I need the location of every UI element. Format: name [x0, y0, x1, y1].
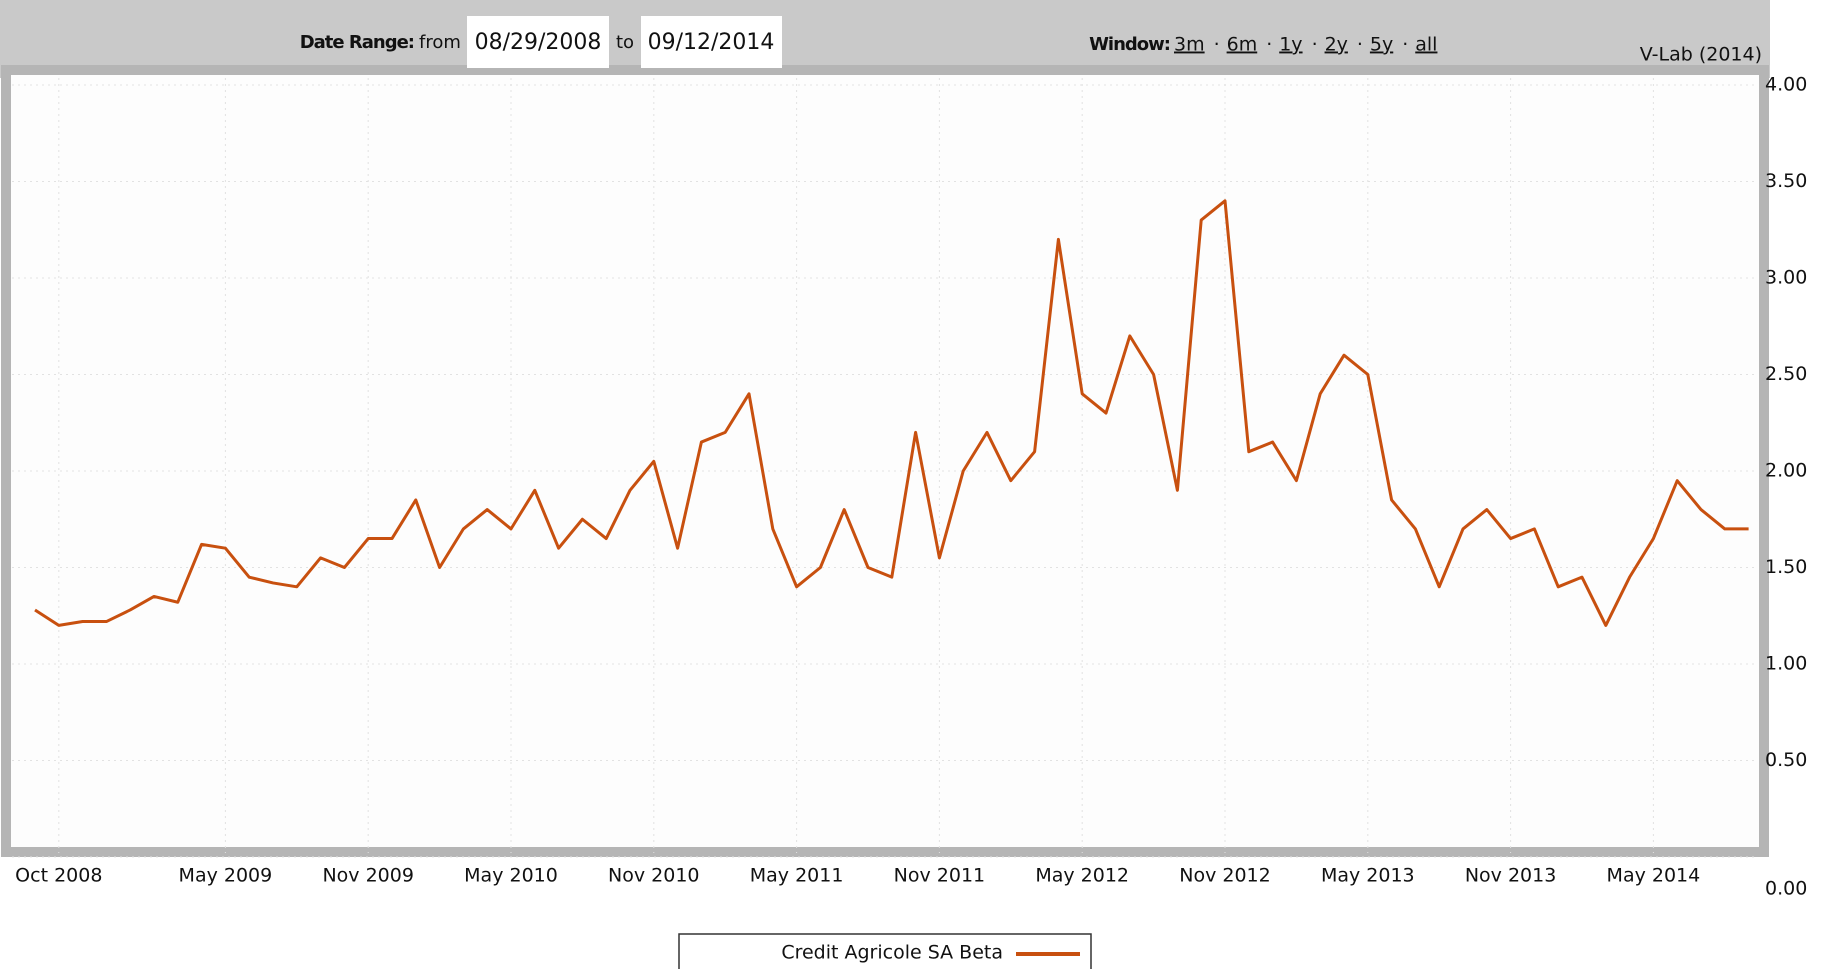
x-tick-label: Nov 2011: [894, 865, 985, 887]
line-series: [34, 199, 1749, 627]
separator: ·: [1357, 34, 1363, 56]
to-input[interactable]: [641, 16, 782, 68]
y-tick-label: 2.00: [1765, 460, 1807, 482]
y-tick-label: 1.00: [1765, 653, 1807, 675]
x-tick-label: May 2009: [179, 865, 273, 887]
x-tick-label: Oct 2008: [15, 865, 102, 887]
to-date[interactable]: 09/12/2014: [648, 30, 775, 55]
x-tick-label: Nov 2009: [322, 865, 413, 887]
legend-box: [678, 933, 1092, 969]
from-input[interactable]: [467, 16, 609, 68]
window-link[interactable]: 6m: [1227, 34, 1258, 56]
window-link[interactable]: 1y: [1279, 34, 1302, 56]
legend-label: Credit Agricole SA Beta: [781, 942, 1003, 964]
to-label: to: [616, 32, 634, 53]
y-tick-label: 4.00: [1765, 74, 1807, 96]
y-tick-label: 1.50: [1765, 556, 1807, 578]
window-link[interactable]: all: [1415, 34, 1437, 56]
x-tick-label: Nov 2013: [1465, 865, 1556, 887]
x-tick-label: May 2011: [750, 865, 844, 887]
y-tick-label: 0.50: [1765, 749, 1807, 771]
x-tick-label: Nov 2010: [608, 865, 699, 887]
separator: ·: [1402, 34, 1408, 56]
credit: V-Lab (2014): [1640, 44, 1762, 66]
plot-frame: [1, 65, 1769, 857]
separator: ·: [1266, 34, 1272, 56]
x-tick-label: Nov 2012: [1179, 865, 1270, 887]
from-label: from: [419, 32, 461, 53]
window-link[interactable]: 5y: [1370, 34, 1393, 56]
window-label: Window:: [1089, 34, 1170, 55]
x-tick-label: May 2014: [1607, 865, 1701, 887]
window-link[interactable]: 2y: [1325, 34, 1348, 56]
separator: ·: [1312, 34, 1318, 56]
y-tick-label: 2.50: [1765, 363, 1807, 385]
y-tick-label: 3.00: [1765, 267, 1807, 289]
y-tick-label: 3.50: [1765, 170, 1807, 192]
from-date[interactable]: 08/29/2008: [475, 30, 602, 55]
x-tick-label: May 2012: [1035, 865, 1129, 887]
date-range-label: Date Range:: [300, 32, 414, 53]
y-tick-label: 0.00: [1765, 878, 1807, 900]
window-link[interactable]: 3m: [1174, 34, 1205, 56]
separator: ·: [1214, 34, 1220, 56]
x-tick-label: May 2013: [1321, 865, 1415, 887]
x-tick-label: May 2010: [464, 865, 558, 887]
